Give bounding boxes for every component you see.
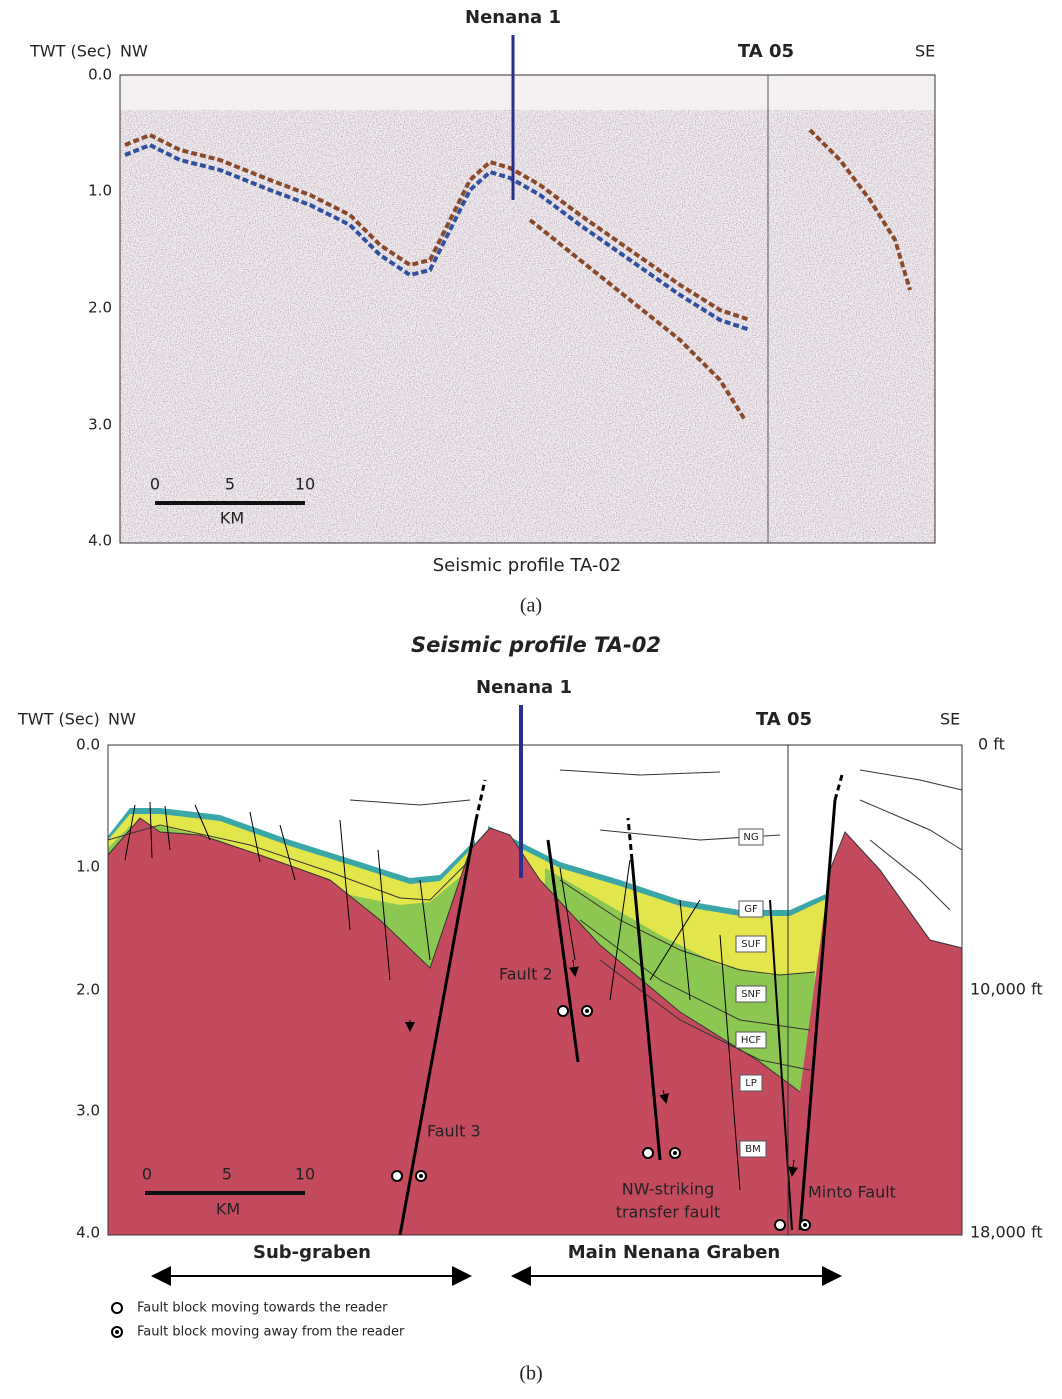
panel-a: Nenana 1 TWT (Sec) NW TA 05 SE 0.0 1.0 2… <box>29 7 936 617</box>
y-tick-label: 0.0 <box>76 736 100 754</box>
fault-symbol-dots <box>419 1009 807 1227</box>
unit-label: HCF <box>741 1035 762 1046</box>
y-tick-label: 4.0 <box>76 1224 100 1242</box>
y-tick-label: 1.0 <box>88 182 112 200</box>
seismic-noise <box>120 110 935 543</box>
legend-symbol-dot <box>115 1330 119 1334</box>
y-tick-label: 2.0 <box>88 299 112 317</box>
y-tick-label: 3.0 <box>76 1102 100 1120</box>
scale-tick: 0 <box>150 475 160 494</box>
well-label: Nenana 1 <box>476 677 572 698</box>
scale-tick: 10 <box>295 1165 315 1184</box>
y-tick-label: 3.0 <box>88 416 112 434</box>
legend-label: Fault block moving away from the reader <box>137 1325 405 1340</box>
station-label: TA 05 <box>756 709 812 730</box>
plot-frame <box>107 744 963 1236</box>
plot-frame <box>119 74 936 544</box>
direction: SE <box>940 710 960 729</box>
fault-label: Fault 3 <box>427 1122 481 1141</box>
legend-label: Fault block moving towards the reader <box>137 1301 388 1316</box>
scale-unit: KM <box>220 509 244 528</box>
depth-tick-label: 18,000 ft <box>970 1223 1043 1242</box>
fault-label: transfer fault <box>616 1203 721 1222</box>
direction: SE <box>915 42 935 61</box>
fault-label: Fault 2 <box>499 965 553 984</box>
axis-title: TWT (Sec) <box>29 42 112 61</box>
panel-label: (b) <box>519 1363 542 1385</box>
panel-label: (a) <box>520 595 542 617</box>
fault-label: Minto Fault <box>808 1183 896 1202</box>
y-tick-label: 4.0 <box>88 532 112 550</box>
layers <box>107 769 963 1235</box>
panel-title: Seismic profile TA-02 <box>411 633 661 657</box>
y-tick-label: 1.0 <box>76 858 100 876</box>
scale-tick: 5 <box>222 1165 232 1184</box>
unit-labels: NG GF SUF SNF HCF LP BM <box>735 828 767 1158</box>
legend-symbol <box>111 1302 123 1314</box>
direction: NW <box>108 710 136 729</box>
unit-label: GF <box>744 904 758 915</box>
scale-tick: 0 <box>142 1165 152 1184</box>
scale-tick: 10 <box>295 475 315 494</box>
faults <box>124 774 844 1236</box>
y-tick-label: 0.0 <box>88 66 112 84</box>
fault-label: NW-striking <box>622 1180 715 1199</box>
y-tick-label: 2.0 <box>76 981 100 999</box>
unit-label: BM <box>745 1144 761 1155</box>
region-label: Sub-graben <box>253 1242 371 1263</box>
panel-b: Seismic profile TA-02 <box>17 633 1043 1385</box>
axis-title: TWT (Sec) <box>17 710 100 729</box>
scale-tick: 5 <box>225 475 235 494</box>
region-label: Main Nenana Graben <box>568 1242 780 1263</box>
reflectors <box>124 128 912 422</box>
well-label: Nenana 1 <box>465 7 561 28</box>
unit-label: SUF <box>741 939 761 950</box>
scale-unit: KM <box>216 1200 240 1219</box>
unit-label: NG <box>743 832 758 843</box>
unit-label: LP <box>745 1078 757 1089</box>
unit-label: SNF <box>741 989 761 1000</box>
caption: Seismic profile TA-02 <box>433 555 622 576</box>
station-label: TA 05 <box>738 41 794 62</box>
direction: NW <box>120 42 148 61</box>
depth-tick-label: 10,000 ft <box>970 980 1043 999</box>
depth-tick-label: 0 ft <box>978 735 1005 754</box>
